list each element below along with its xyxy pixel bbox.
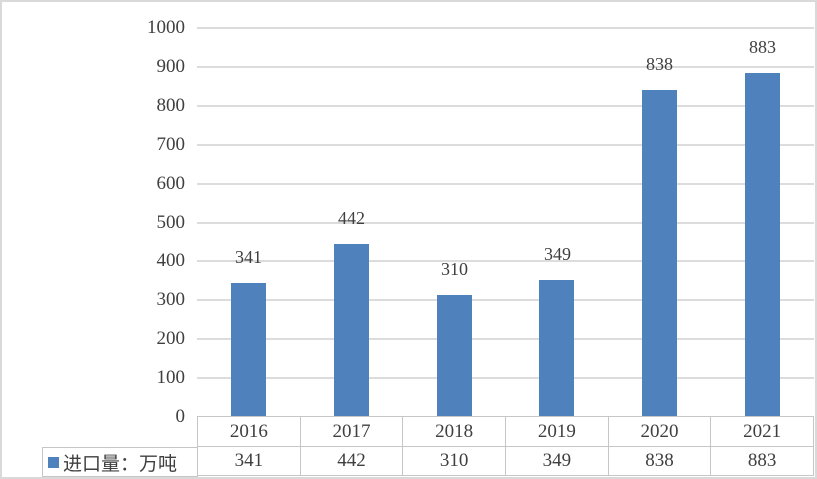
gridline bbox=[197, 144, 814, 146]
bar-2020 bbox=[642, 90, 677, 416]
bar-2016 bbox=[231, 283, 266, 416]
category-cell: 2019 bbox=[505, 417, 609, 447]
plot-area: 341 442 310 349 838 883 bbox=[197, 27, 814, 416]
legend-square-icon bbox=[48, 456, 59, 468]
y-tick-label: 600 bbox=[156, 173, 186, 194]
bar-value-label: 349 bbox=[544, 244, 571, 264]
y-tick-label: 900 bbox=[156, 56, 186, 77]
y-tick-label: 100 bbox=[156, 367, 186, 388]
y-tick-label: 300 bbox=[156, 289, 186, 310]
value-cell: 310 bbox=[403, 447, 506, 476]
value-cell: 883 bbox=[711, 447, 814, 476]
gridline bbox=[197, 260, 814, 262]
gridline bbox=[197, 222, 814, 224]
category-cell: 2018 bbox=[403, 417, 506, 447]
category-cell: 2020 bbox=[608, 417, 712, 447]
legend-label: 进口量：万吨 bbox=[63, 453, 178, 475]
bar-value-label: 883 bbox=[749, 37, 776, 57]
bar-2017 bbox=[334, 244, 369, 416]
y-tick-label: 1000 bbox=[147, 17, 185, 38]
value-cell: 341 bbox=[198, 447, 301, 476]
category-cell: 2021 bbox=[711, 417, 814, 447]
y-tick-label: 0 bbox=[175, 406, 186, 427]
bar-value-label: 442 bbox=[338, 208, 365, 228]
y-tick-label: 700 bbox=[156, 134, 186, 155]
category-cell: 2016 bbox=[198, 417, 301, 447]
bar-2021 bbox=[745, 73, 780, 416]
category-cell: 2017 bbox=[300, 417, 404, 447]
value-cell: 442 bbox=[300, 447, 404, 476]
gridline bbox=[197, 338, 814, 340]
bar-2019 bbox=[539, 280, 574, 416]
value-cell: 349 bbox=[505, 447, 609, 476]
bar-value-label: 838 bbox=[646, 54, 673, 74]
gridline bbox=[197, 183, 814, 185]
gridline bbox=[197, 105, 814, 107]
data-table: 2016 2017 2018 2019 2020 2021 341 442 310 349 838 8… bbox=[197, 416, 814, 476]
legend: 进口量：万吨 bbox=[42, 447, 198, 477]
value-cell: 838 bbox=[608, 447, 712, 476]
bar-value-label: 341 bbox=[235, 247, 262, 267]
y-tick-label: 200 bbox=[156, 328, 186, 349]
gridline bbox=[197, 299, 814, 301]
bar-value-label: 310 bbox=[441, 259, 468, 279]
gridline bbox=[197, 377, 814, 379]
y-tick-label: 400 bbox=[156, 250, 186, 271]
y-tick-label: 800 bbox=[156, 95, 186, 116]
gridline bbox=[197, 66, 814, 68]
y-tick-label: 500 bbox=[156, 212, 186, 233]
gridline bbox=[197, 27, 814, 29]
bar-2018 bbox=[437, 295, 472, 416]
